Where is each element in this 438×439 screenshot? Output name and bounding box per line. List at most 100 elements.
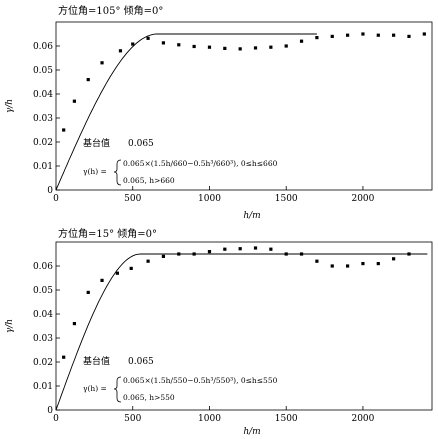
panel-2-data-point: [315, 259, 319, 263]
panel-2-plot-frame: [55, 241, 433, 411]
panel-1-data-point: [192, 44, 196, 49]
panel-1-x-tick-label: 1500: [275, 194, 298, 204]
panel-2-equation-brace: [113, 376, 122, 403]
panel-2-model-curve: [55, 253, 428, 411]
panel-1-data-point: [284, 44, 288, 48]
panel-1-x-tick-label: 500: [124, 194, 141, 204]
panel-2-y-tick-label: 0.03: [33, 334, 53, 344]
panel-2-data-point: [407, 252, 411, 256]
panel-1-data-point: [299, 39, 304, 43]
panel-1-data-point: [146, 36, 150, 40]
panel-1-data-point: [223, 46, 227, 50]
panel-2-data-point: [62, 355, 66, 359]
panel-2-x-tick-label: 1000: [198, 414, 221, 424]
panel-1-data-point: [207, 45, 212, 49]
panel-1-data-point: [422, 32, 426, 36]
panel-1-y-ticks: 0 0.01 0.02 0.03 0.04 0.05 0.06: [33, 42, 60, 196]
panel-2-data-point: [161, 254, 166, 258]
panel-1-data-point: [392, 33, 396, 37]
panel-2-data-points: [62, 246, 411, 359]
panel-2-data-point: [100, 278, 104, 282]
panel-1-x-ticks: 0 500 1000 1500 2000: [53, 186, 375, 204]
panel-2-data-point: [345, 264, 350, 268]
panel-2-x-ticks: 0 500 1000 1500 2000: [53, 406, 375, 424]
panel-1-data-point: [269, 45, 273, 49]
panel-2-y-tick-label: 0: [47, 406, 53, 416]
panel-2-data-point: [86, 290, 90, 294]
panel-1-x-tick-label: 2000: [351, 194, 374, 204]
panel-1-y-axis-title: γ/h: [5, 99, 15, 113]
panel-1-data-points: [62, 32, 426, 132]
panel-1-data-point: [345, 33, 350, 37]
panel-1-equation-line-1: 0.065×(1.5h/660−0.5h³/660³), 0≤h≤660: [123, 159, 278, 168]
panel-1-data-point: [72, 99, 77, 103]
panel-2-x-axis-title: h/m: [243, 427, 260, 437]
panel-1-x-tick-label: 0: [53, 194, 59, 204]
panel-1-data-point: [407, 34, 411, 38]
panel-2-data-point: [299, 252, 304, 256]
panel-1-sill-label: 基台值: [83, 137, 110, 149]
panel-1-data-point: [62, 128, 66, 132]
panel-1-model-curve: [55, 33, 317, 191]
panel-2-y-axis-title: γ/h: [5, 319, 15, 333]
panel-2-data-point: [238, 247, 242, 251]
panel-2-data-point: [253, 246, 258, 250]
panel-2-x-tick-label: 2000: [351, 414, 374, 424]
panel-1-data-point: [330, 34, 334, 38]
panel-2-data-point: [376, 262, 380, 266]
panel-2-equation-line-2: 0.065, h>550: [123, 393, 175, 402]
panel-1-y-tick-label: 0.04: [33, 90, 53, 100]
panel-2-y-ticks: 0 0.01 0.02 0.03 0.04 0.05 0.06: [33, 262, 60, 416]
panel-1-y-tick-label: 0: [47, 186, 53, 196]
panel-2-data-point: [223, 247, 227, 251]
panel-2-sill-value: 0.065: [128, 357, 154, 367]
panel-2-data-point: [129, 266, 133, 270]
panel-2-y-tick-label: 0.01: [33, 382, 53, 392]
panel-1-data-point: [253, 46, 258, 50]
panel-2-data-point: [115, 271, 119, 275]
panel-1-equation-lhs: γ(h) =: [83, 167, 107, 176]
panel-1-data-point: [177, 43, 181, 47]
panel-1-data-point: [86, 78, 90, 82]
panel-2-y-tick-label: 0.05: [33, 286, 53, 296]
panel-1-sill-value: 0.065: [128, 139, 154, 149]
panel-1-x-axis-title: h/m: [243, 211, 260, 221]
panel-1-y-tick-label: 0.02: [33, 138, 53, 148]
panel-2-x-tick-label: 0: [53, 414, 59, 424]
panel-1-data-point: [315, 36, 319, 40]
panel-2-y-tick-label: 0.04: [33, 310, 53, 320]
panel-2-data-point: [392, 257, 396, 261]
panel-2-data-point: [177, 252, 181, 256]
panel-2-data-point: [269, 247, 273, 251]
panel-2-data-point: [361, 262, 365, 266]
panel-2: 方位角=15° 倾角=0° 00.010.020.030.040.050.06 …: [5, 227, 433, 437]
panel-2-sill-label: 基台值: [83, 355, 110, 367]
panel-1-y-tick-label: 0.05: [33, 66, 53, 76]
panel-1-data-point: [131, 42, 135, 46]
panel-2-data-point: [72, 322, 77, 326]
panel-2-data-point: [192, 252, 196, 256]
panel-2-data-point: [284, 252, 288, 256]
panel-1: 方位角=105° 倾角=0° 0 0.01 0.02 0.03 0.04 0.05 0.06…: [5, 4, 433, 221]
panel-1-plot-frame: [55, 21, 433, 191]
panel-1-equation-line-2: 0.065, h>660: [123, 176, 175, 185]
panel-1-data-point: [161, 41, 166, 45]
panel-1-data-point: [118, 49, 123, 53]
panel-2-y-tick-label: 0.02: [33, 358, 53, 368]
panel-1-data-point: [100, 61, 104, 65]
panel-1-y-tick-label: 0.01: [33, 162, 53, 172]
panel-1-equation-brace: [113, 159, 122, 186]
panel-1-data-point: [238, 47, 242, 51]
panel-2-y-tick-label: 0.06: [33, 262, 53, 272]
panel-2-equation-line-1: 0.065×(1.5h/550−0.5h³/550³), 0≤h≤550: [123, 376, 278, 385]
panel-1-x-tick-label: 1000: [198, 194, 221, 204]
panel-2-equation-lhs: γ(h) =: [83, 384, 107, 393]
panel-1-y-tick-label: 0.03: [33, 114, 53, 124]
panel-1-title: 方位角=105° 倾角=0°: [58, 4, 163, 17]
panel-1-data-point: [361, 32, 365, 36]
panel-2-data-point: [330, 264, 334, 268]
panel-2-data-point: [207, 250, 212, 254]
panel-2-title: 方位角=15° 倾角=0°: [58, 227, 157, 240]
panel-2-x-tick-label: 500: [124, 414, 141, 424]
panel-1-data-point: [376, 33, 380, 37]
